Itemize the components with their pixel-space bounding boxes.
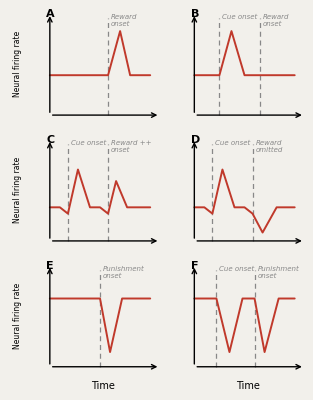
Text: B: B	[191, 9, 199, 19]
Text: A: A	[46, 9, 55, 19]
Text: Reward
onset: Reward onset	[111, 14, 138, 27]
Text: Reward ++
onset: Reward ++ onset	[111, 140, 151, 153]
Text: C: C	[46, 135, 54, 145]
Text: E: E	[46, 261, 54, 271]
Text: Punishment
onset: Punishment onset	[103, 266, 145, 279]
Text: Cue onset: Cue onset	[219, 266, 255, 272]
Text: Reward
omitted: Reward omitted	[255, 140, 283, 153]
Text: Neural firing rate: Neural firing rate	[13, 31, 22, 97]
Text: Time: Time	[91, 381, 115, 391]
Text: Reward
onset: Reward onset	[263, 14, 289, 27]
Text: Cue onset: Cue onset	[223, 14, 258, 20]
Text: Neural firing rate: Neural firing rate	[13, 283, 22, 349]
Text: Cue onset: Cue onset	[215, 140, 251, 146]
Text: D: D	[191, 135, 200, 145]
Text: F: F	[191, 261, 198, 271]
Text: Cue onset: Cue onset	[71, 140, 106, 146]
Text: Time: Time	[236, 381, 259, 391]
Text: Punishment
onset: Punishment onset	[258, 266, 299, 279]
Text: Neural firing rate: Neural firing rate	[13, 157, 22, 223]
